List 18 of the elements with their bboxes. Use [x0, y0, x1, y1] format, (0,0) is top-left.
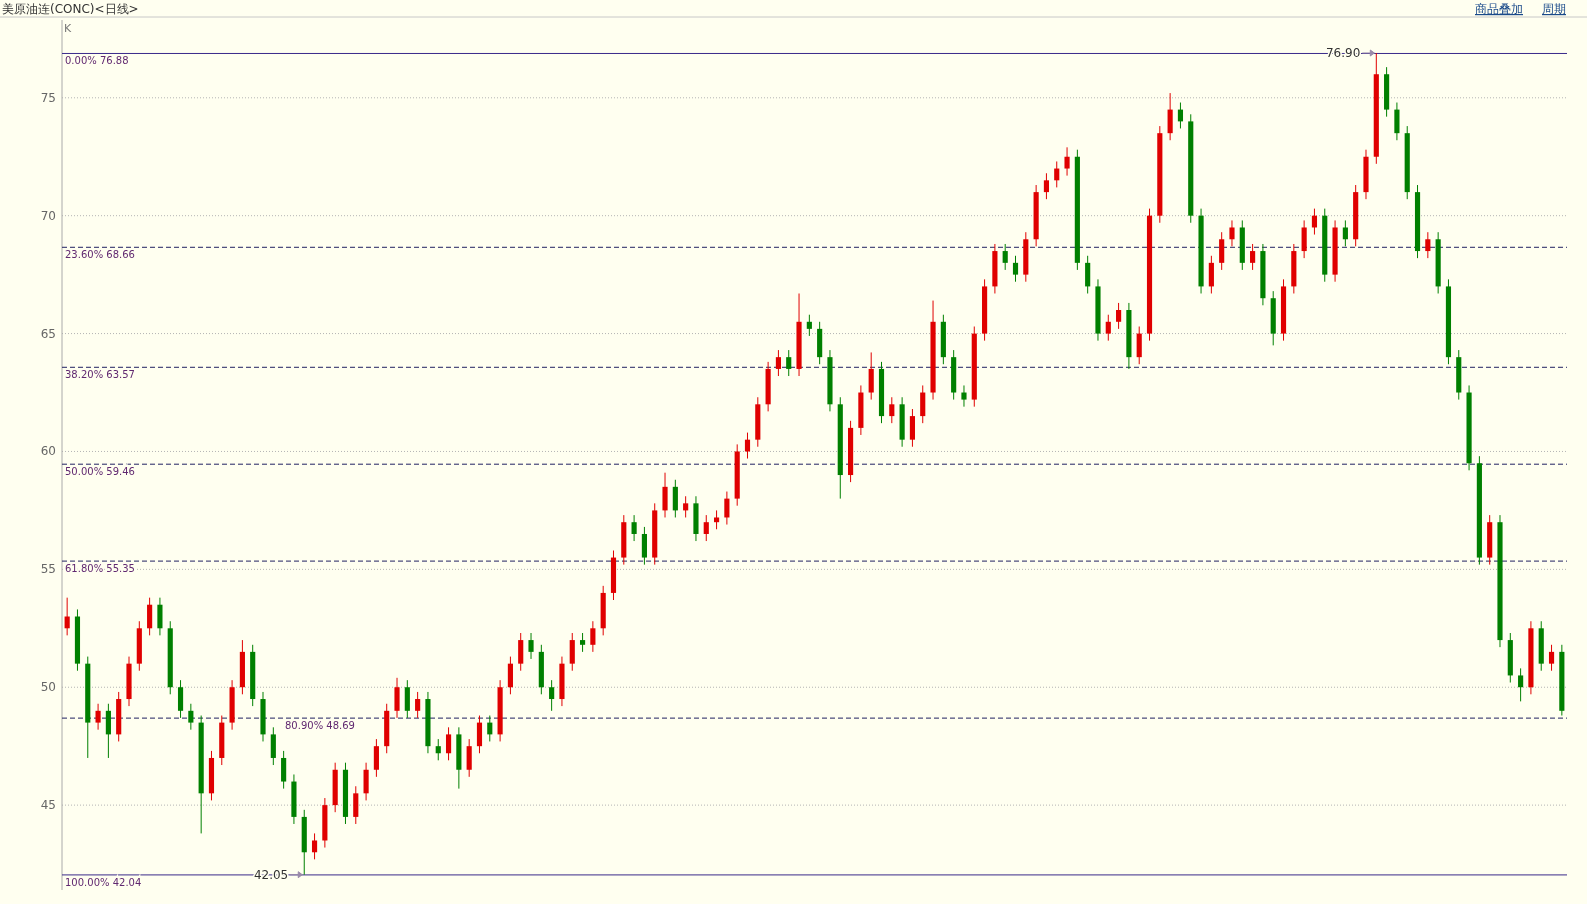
ref-line-label: 80.90% 48.69 [285, 720, 355, 732]
y-tick-label: 45 [40, 798, 56, 813]
ref-line-label: 38.20% 63.57 [65, 369, 135, 381]
text: 商品叠加 [1475, 2, 1523, 16]
y-tick-label: 60 [40, 444, 56, 459]
ref-line-label: 50.00% 59.46 [65, 466, 135, 478]
ref-line-label: 61.80% 55.35 [65, 563, 135, 575]
annotation: K [64, 22, 72, 35]
text: 周期 [1542, 2, 1566, 16]
y-tick-label: 55 [40, 562, 56, 577]
ref-line-label: 23.60% 68.66 [65, 249, 135, 261]
ref-line-label: 100.00% 42.04 [65, 876, 142, 888]
y-tick-label: 50 [40, 680, 56, 695]
chart-title: 美原油连(CONC)<日线> [2, 2, 139, 16]
y-tick-label: 75 [40, 90, 56, 105]
y-tick-label: 65 [40, 326, 56, 341]
ref-line-label: 0.00% 76.88 [65, 55, 129, 67]
y-tick-label: 70 [40, 208, 56, 223]
